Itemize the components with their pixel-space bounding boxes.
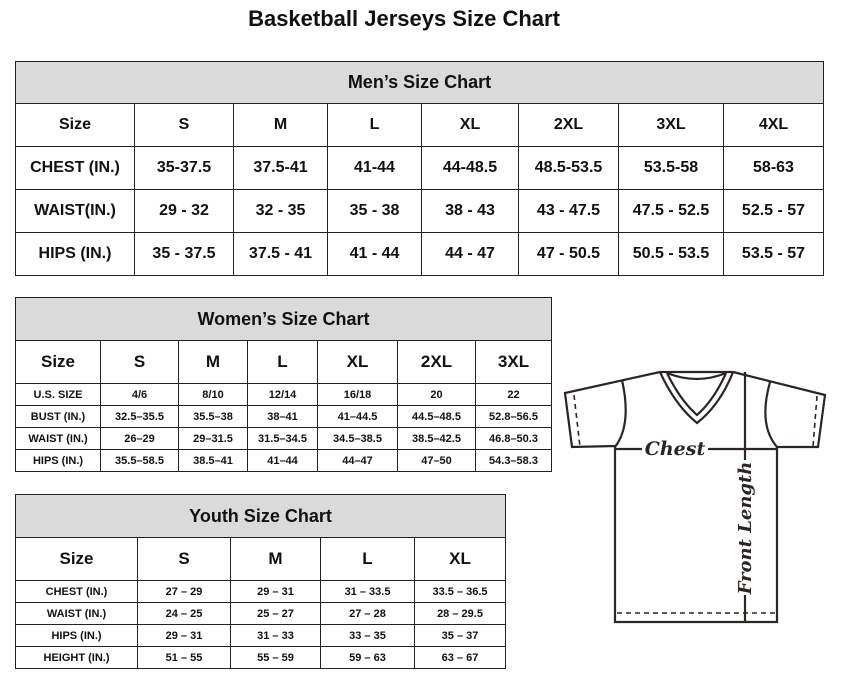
front-length-label: Front Length	[735, 462, 756, 596]
row-label: BUST (IN.)	[15, 405, 101, 428]
value-cell: 41–44	[247, 449, 318, 472]
value-cell: 28 – 29.5	[413, 602, 507, 625]
value-cell: 44-48.5	[421, 146, 519, 190]
header-cell: S	[134, 103, 234, 147]
value-cell: 47 - 50.5	[518, 232, 619, 276]
value-cell: 44.5–48.5	[397, 405, 476, 428]
value-cell: 54.3–58.3	[474, 449, 553, 472]
header-cell: 2XL	[518, 103, 619, 147]
table-row: CHEST (IN.) 27 – 29 29 – 31 31 – 33.5 33.5 –…	[15, 580, 507, 603]
value-cell: 29 – 31	[137, 624, 231, 647]
value-cell: 58-63	[723, 146, 824, 190]
header-cell: M	[233, 103, 328, 147]
value-cell: 59 – 63	[320, 646, 415, 669]
value-cell: 25 – 27	[230, 602, 321, 625]
value-cell: 38 - 43	[421, 189, 519, 233]
value-cell: 43 - 47.5	[518, 189, 619, 233]
row-label: HIPS (IN.)	[15, 232, 135, 276]
header-cell: 2XL	[397, 340, 476, 384]
value-cell: 48.5-53.5	[518, 146, 619, 190]
value-cell: 29–31.5	[178, 427, 248, 450]
value-cell: 33 – 35	[320, 624, 415, 647]
row-label: CHEST (IN.)	[15, 146, 135, 190]
page-title: Basketball Jerseys Size Chart	[248, 6, 560, 31]
table-row: HIPS (IN.) 35.5–58.5 38.5–41 41–44 44–47 47–5…	[15, 449, 553, 472]
value-cell: 32 - 35	[233, 189, 328, 233]
value-cell: 47–50	[397, 449, 476, 472]
header-cell: XL	[421, 103, 519, 147]
value-cell: 26–29	[100, 427, 179, 450]
table-row: BUST (IN.) 32.5–35.5 35.5–38 38–41 41–44.5 44…	[15, 405, 553, 428]
row-label: HIPS (IN.)	[15, 449, 101, 472]
value-cell: 27 – 29	[137, 580, 231, 603]
header-cell: Size	[15, 340, 101, 384]
value-cell: 31 – 33	[230, 624, 321, 647]
value-cell: 52.5 - 57	[723, 189, 824, 233]
value-cell: 35 - 38	[327, 189, 422, 233]
value-cell: 38.5–41	[178, 449, 248, 472]
table-row: CHEST (IN.) 35-37.5 37.5-41 41-44 44-48.5 48.…	[15, 146, 824, 190]
value-cell: 51 – 55	[137, 646, 231, 669]
header-cell: L	[247, 340, 318, 384]
value-cell: 46.8–50.3	[474, 427, 553, 450]
value-cell: 34.5–38.5	[317, 427, 398, 450]
header-cell: L	[327, 103, 422, 147]
table-row: WAIST(IN.) 29 - 32 32 - 35 35 - 38 38 - 43 43…	[15, 189, 824, 233]
row-label: HEIGHT (IN.)	[15, 646, 138, 669]
header-cell: 3XL	[618, 103, 724, 147]
table-caption: Men’s Size Chart	[15, 61, 824, 104]
shirt-outline	[563, 370, 827, 624]
value-cell: 33.5 – 36.5	[413, 580, 507, 603]
value-cell: 53.5-58	[618, 146, 724, 190]
table-row: WAIST (IN.) 26–29 29–31.5 31.5–34.5 34.5–38.…	[15, 427, 553, 450]
table-row: HEIGHT (IN.) 51 – 55 55 – 59 59 – 63 63 – 67	[15, 646, 507, 669]
youth-size-table: Youth Size Chart Size S M L XL CHEST (IN.) 27 –…	[14, 494, 507, 669]
mens-size-table: Men’s Size Chart Size S M L XL 2XL 3XL 4XL CHEST …	[15, 61, 824, 276]
row-label: WAIST(IN.)	[15, 189, 135, 233]
header-cell: Size	[15, 537, 138, 581]
table-row: WAIST (IN.) 24 – 25 25 – 27 27 – 28 28 – 29.…	[15, 602, 507, 625]
header-cell: L	[320, 537, 415, 581]
value-cell: 63 – 67	[413, 646, 507, 669]
header-cell: M	[230, 537, 321, 581]
value-cell: 53.5 - 57	[723, 232, 824, 276]
value-cell: 52.8–56.5	[474, 405, 553, 428]
chest-label: Chest	[645, 438, 706, 460]
table-row: HIPS (IN.) 35 - 37.5 37.5 - 41 41 - 44 44 - …	[15, 232, 824, 276]
value-cell: 55 – 59	[230, 646, 321, 669]
womens-size-table: Women’s Size Chart Size S M L XL 2XL 3XL U.S. SI…	[14, 297, 553, 472]
value-cell: 35 - 37.5	[134, 232, 234, 276]
header-cell: S	[137, 537, 231, 581]
table-caption: Youth Size Chart	[14, 494, 507, 538]
value-cell: 41-44	[327, 146, 422, 190]
value-cell: 35.5–38	[178, 405, 248, 428]
table-row: U.S. SIZE 4/6 8/10 12/14 16/18 20 22	[15, 383, 553, 406]
header-cell: XL	[413, 537, 507, 581]
collar	[658, 371, 735, 425]
value-cell: 37.5 - 41	[233, 232, 328, 276]
value-cell: 41 - 44	[327, 232, 422, 276]
